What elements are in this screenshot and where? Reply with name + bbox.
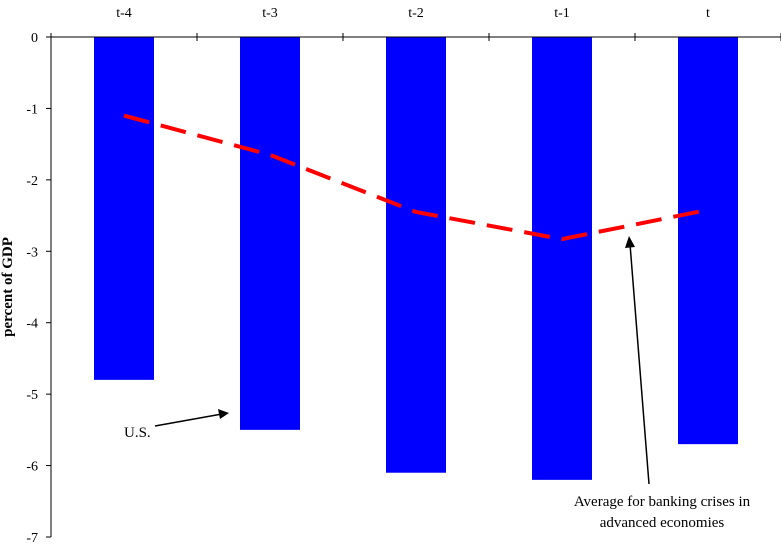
y-tick-label: -4 [26, 317, 38, 332]
x-tick-label: t-4 [116, 6, 132, 21]
y-ticks: 0 -1 -2 -3 -4 -5 -6 -7 [26, 31, 51, 544]
bar-t-3 [240, 37, 300, 430]
bar-t-4 [94, 37, 154, 380]
axes [50, 36, 781, 537]
y-tick-label: -2 [26, 174, 38, 189]
x-tick-label: t-2 [408, 6, 424, 21]
y-tick-label: -7 [26, 531, 38, 544]
x-tick-label: t-1 [554, 6, 570, 21]
y-tick-label: 0 [31, 31, 38, 46]
average-arrowhead [625, 236, 635, 248]
average-label-line-1: Average for banking crises in [574, 494, 751, 510]
average-annotation: Average for banking crises in advanced e… [574, 236, 751, 531]
bars [94, 37, 738, 480]
y-axis-title: percent of GDP [0, 237, 16, 337]
average-line [123, 113, 709, 242]
y-tick-label: -1 [26, 102, 38, 117]
bar-t-1 [532, 37, 592, 480]
y-tick-label: -6 [26, 460, 38, 475]
bar-t [678, 37, 738, 445]
us-arrowhead [218, 409, 229, 419]
bar-t-2 [386, 37, 446, 473]
y-tick-label: -3 [26, 245, 38, 260]
average-label-line-2: advanced economies [600, 515, 725, 531]
x-tick-label: t-3 [262, 6, 278, 21]
y-tick-label: -5 [26, 388, 38, 403]
average-arrow-line [629, 243, 650, 485]
x-ticks: t-4 t-3 t-2 t-1 t [50, 6, 781, 41]
us-label: U.S. [124, 425, 151, 441]
us-arrow-line [154, 413, 223, 427]
x-tick-label: t [706, 6, 710, 21]
us-annotation: U.S. [124, 409, 229, 441]
